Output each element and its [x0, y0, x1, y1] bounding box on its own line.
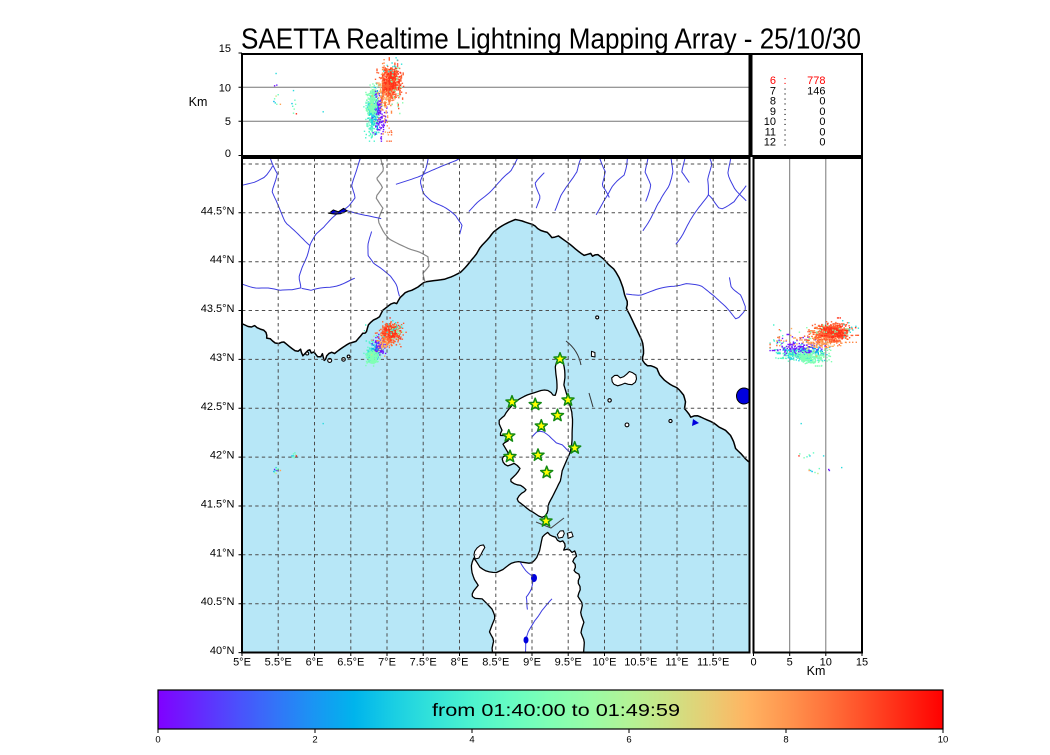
svg-text:8°E: 8°E [451, 657, 469, 669]
svg-text::: : [783, 85, 786, 97]
svg-text:0: 0 [225, 148, 231, 160]
svg-text:146: 146 [807, 85, 825, 97]
svg-text:10°E: 10°E [593, 657, 617, 669]
svg-text:778: 778 [807, 75, 825, 87]
svg-text::: : [783, 116, 786, 128]
svg-text:43.5°N: 43.5°N [201, 303, 235, 315]
svg-text:8.5°E: 8.5°E [482, 657, 509, 669]
svg-text:43°N: 43°N [210, 352, 235, 364]
svg-text:5°E: 5°E [233, 657, 251, 669]
svg-text:5: 5 [787, 657, 793, 669]
svg-text:0: 0 [819, 126, 825, 138]
svg-text:41°N: 41°N [210, 547, 235, 559]
svg-text::: : [783, 96, 786, 108]
svg-text:6.5°E: 6.5°E [337, 657, 364, 669]
svg-text:5.5°E: 5.5°E [265, 657, 292, 669]
svg-text:9: 9 [770, 106, 776, 118]
svg-text:2: 2 [312, 735, 317, 746]
svg-text:Km: Km [189, 95, 208, 109]
svg-text:42°N: 42°N [210, 450, 235, 462]
svg-text:15: 15 [219, 43, 231, 55]
svg-text:9°E: 9°E [523, 657, 541, 669]
svg-text:10: 10 [820, 657, 832, 669]
svg-text:11: 11 [765, 126, 776, 138]
svg-text::: : [783, 137, 786, 149]
svg-text:0: 0 [819, 116, 825, 128]
svg-text::: : [783, 126, 786, 138]
svg-text:12: 12 [764, 137, 776, 149]
svg-text:11°E: 11°E [665, 657, 688, 669]
svg-text:44.5°N: 44.5°N [201, 205, 235, 217]
svg-text::: : [783, 75, 786, 87]
svg-text:42.5°N: 42.5°N [201, 401, 235, 413]
svg-text:from 01:40:00 to 01:49:59: from 01:40:00 to 01:49:59 [432, 700, 680, 720]
svg-text:10.5°E: 10.5°E [624, 657, 657, 669]
svg-text:7.5°E: 7.5°E [410, 657, 437, 669]
svg-text:11.5°E: 11.5°E [697, 657, 729, 669]
svg-text:5: 5 [225, 116, 231, 128]
svg-text:6: 6 [770, 75, 776, 87]
svg-text:10: 10 [219, 83, 231, 95]
svg-text:10: 10 [938, 735, 949, 746]
svg-text:0: 0 [819, 106, 825, 118]
svg-text:6: 6 [626, 735, 631, 746]
svg-text:SAETTA Realtime Lightning Mapp: SAETTA Realtime Lightning Mapping Array … [241, 24, 861, 56]
svg-text:15: 15 [856, 657, 868, 669]
svg-text:8: 8 [770, 96, 776, 108]
svg-text:44°N: 44°N [210, 254, 235, 266]
svg-text:8: 8 [783, 735, 788, 746]
svg-text:41.5°N: 41.5°N [201, 499, 235, 511]
svg-text:40°N: 40°N [210, 645, 235, 657]
svg-text::: : [783, 106, 786, 118]
svg-text:10: 10 [764, 116, 776, 128]
svg-text:0: 0 [155, 735, 160, 746]
svg-text:0: 0 [819, 137, 825, 149]
svg-text:0: 0 [819, 96, 825, 108]
svg-text:4: 4 [469, 735, 474, 746]
svg-text:Km: Km [807, 664, 826, 678]
svg-text:9.5°E: 9.5°E [555, 657, 582, 669]
svg-text:7: 7 [770, 85, 776, 97]
svg-text:0: 0 [750, 657, 756, 669]
svg-text:40.5°N: 40.5°N [201, 596, 235, 608]
svg-text:6°E: 6°E [306, 657, 324, 669]
svg-text:7°E: 7°E [378, 657, 396, 669]
